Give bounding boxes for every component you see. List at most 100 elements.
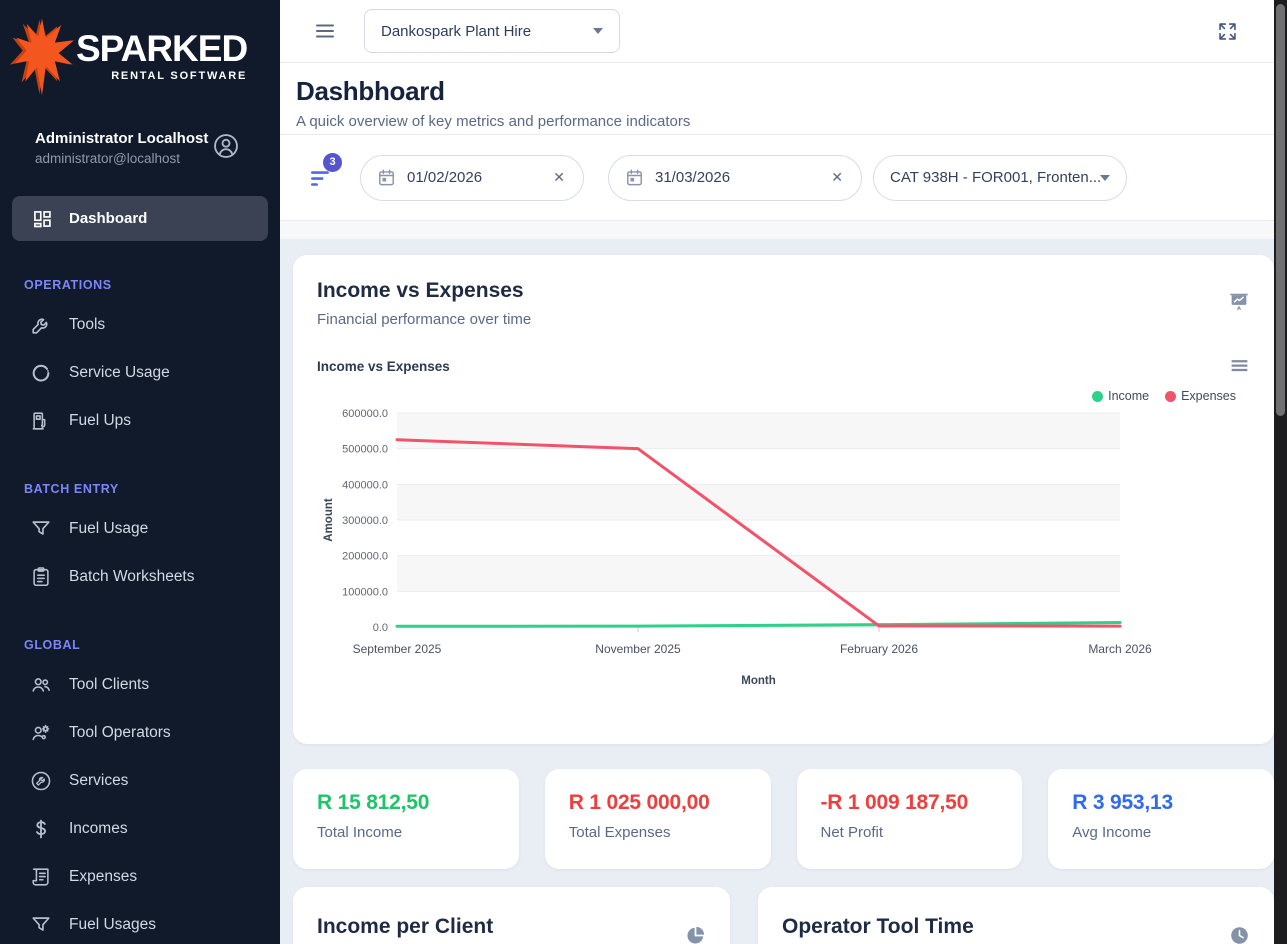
chart-card-title: Income vs Expenses	[317, 279, 524, 302]
plot-band	[397, 484, 1120, 520]
filter-bar: 3 01/02/2026 ✕ 31/03/2026 ✕ C	[280, 135, 1287, 221]
clear-date-from-icon[interactable]: ✕	[553, 169, 565, 185]
page-title: Dashbhoard	[296, 76, 445, 106]
sidebar-section-batch-entry: BATCH ENTRY	[24, 482, 119, 496]
stats-row: R 15 812,50 Total Income R 1 025 000,00 …	[293, 769, 1274, 869]
expenses-dot-icon	[1165, 390, 1177, 402]
y-tick-label: 0.0	[373, 622, 388, 634]
company-selector-value: Dankospark Plant Hire	[381, 22, 532, 40]
sidebar-item-dashboard[interactable]: Dashboard	[12, 196, 268, 241]
plot-band	[397, 591, 1120, 627]
user-name: Administrator Localhost	[35, 130, 209, 147]
sidebar-item-fuel-usages[interactable]: Fuel Usages	[0, 901, 280, 944]
y-tick-label: 400000.0	[342, 479, 388, 491]
sidebar-section-global: GLOBAL	[24, 638, 81, 652]
tool-selector[interactable]: CAT 938H - FOR001, Fronten...	[873, 154, 1127, 201]
receipt-icon	[32, 868, 49, 886]
sidebar-item-incomes[interactable]: Incomes	[0, 805, 280, 853]
income-vs-expenses-line-chart[interactable]: 600000.0 500000.0 400000.0 300000.0 200000.0…	[317, 407, 1164, 691]
funnel-icon	[32, 521, 50, 535]
filter-icon[interactable]: 3	[308, 152, 342, 191]
stat-label: Total Expenses	[568, 824, 671, 841]
wrench-icon	[32, 318, 48, 334]
y-tick-label: 600000.0	[342, 408, 388, 420]
sidebar-item-services[interactable]: Services	[0, 757, 280, 805]
dashboard-grid-icon	[34, 210, 51, 227]
user-info: Administrator Localhost administrator@lo…	[0, 130, 280, 166]
bottom-cards-row: Income per Client Operator Tool Time	[293, 887, 1274, 944]
series-line-income	[395, 621, 1122, 628]
sidebar-item-expenses[interactable]: Expenses	[0, 853, 280, 901]
sidebar-item-fuel-usage[interactable]: Fuel Usage	[0, 505, 280, 553]
brand-name: SPARKED	[76, 28, 248, 69]
calendar-icon	[625, 168, 644, 187]
x-tick-label: September 2025	[353, 642, 442, 656]
legend-expenses[interactable]: Expenses	[1165, 389, 1236, 403]
stat-value: -R 1 009 187,50	[820, 791, 969, 814]
main-area: Dankospark Plant Hire Dashbhoard A quick…	[280, 0, 1287, 944]
income-per-client-card: Income per Client	[293, 887, 730, 944]
income-dot-icon	[1092, 390, 1104, 402]
funnel-icon	[32, 917, 50, 931]
clipboard-icon	[33, 567, 49, 587]
stat-label: Net Profit	[820, 824, 884, 841]
dashboard-content: Income vs Expenses Financial performance…	[280, 239, 1287, 944]
wrench-circle-icon	[31, 771, 51, 791]
scrollbar-thumb[interactable]	[1276, 4, 1285, 416]
legend-income[interactable]: Income	[1092, 389, 1149, 403]
fuel-pump-icon	[32, 412, 46, 430]
y-tick-label: 300000.0	[342, 515, 388, 527]
sidebar-section-operations: OPERATIONS	[24, 278, 112, 292]
loader-icon	[32, 364, 50, 382]
bottom-card-title: Operator Tool Time	[782, 915, 974, 938]
plot-band	[397, 555, 1120, 592]
stat-value: R 1 025 000,00	[568, 791, 710, 814]
page-subtitle: A quick overview of key metrics and perf…	[296, 113, 691, 130]
y-tick-label: 500000.0	[342, 444, 388, 456]
date-from-input[interactable]: 01/02/2026 ✕	[360, 154, 584, 201]
content-divider-strip	[280, 221, 1287, 239]
fullscreen-icon[interactable]	[1217, 21, 1238, 42]
page-scrollbar[interactable]	[1274, 0, 1287, 944]
sidebar-item-tool-clients[interactable]: Tool Clients	[0, 661, 280, 709]
spark-burst-icon	[10, 18, 74, 96]
date-to-input[interactable]: 31/03/2026 ✕	[608, 154, 862, 201]
x-tick-label: February 2026	[840, 642, 918, 656]
bottom-card-title: Income per Client	[317, 915, 494, 938]
date-to-value: 31/03/2026	[655, 169, 731, 186]
clear-date-to-icon[interactable]: ✕	[831, 169, 843, 185]
series-line-expenses	[395, 438, 1122, 628]
sidebar-item-tool-operators[interactable]: Tool Operators	[0, 709, 280, 757]
chart-menu-icon[interactable]	[1229, 356, 1250, 377]
user-avatar-icon[interactable]	[212, 132, 240, 165]
chevron-down-icon	[593, 28, 603, 34]
sidebar-item-fuel-ups[interactable]: Fuel Ups	[0, 397, 280, 445]
sidebar-item-label: Dashboard	[69, 210, 148, 227]
plot-band	[397, 448, 1120, 485]
operator-tool-time-card: Operator Tool Time	[758, 887, 1274, 944]
x-tick-label: November 2025	[595, 642, 681, 656]
stat-card-avg-income: R 3 953,13 Avg Income	[1048, 769, 1274, 869]
company-selector[interactable]: Dankospark Plant Hire	[364, 9, 620, 53]
chart-legend: Income Expenses	[317, 389, 1236, 403]
clock-icon	[1229, 925, 1250, 944]
sidebar-item-batch-worksheets[interactable]: Batch Worksheets	[0, 553, 280, 601]
stat-card-total-expenses: R 1 025 000,00 Total Expenses	[544, 769, 771, 869]
sidebar-item-tools[interactable]: Tools	[0, 301, 280, 349]
y-tick-label: 200000.0	[342, 551, 388, 563]
sidebar-item-service-usage[interactable]: Service Usage	[0, 349, 280, 397]
inner-chart-title: Income vs Expenses	[317, 359, 450, 374]
calendar-icon	[377, 168, 396, 187]
x-tick-label: March 2026	[1088, 642, 1152, 656]
user-gear-icon	[32, 724, 50, 741]
sidebar-toggle-menu-icon[interactable]	[313, 19, 337, 43]
income-vs-expenses-card: Income vs Expenses Financial performance…	[293, 255, 1274, 744]
user-email: administrator@localhost	[35, 151, 181, 166]
filter-count-badge: 3	[323, 152, 342, 172]
chart-card-subtitle: Financial performance over time	[317, 311, 532, 328]
stat-label: Total Income	[317, 824, 403, 841]
page-header: Dashbhoard A quick overview of key metri…	[280, 63, 1287, 135]
y-axis-title: Amount	[323, 498, 335, 542]
stat-card-total-income: R 15 812,50 Total Income	[293, 769, 519, 869]
sidebar: SPARKED RENTAL SOFTWARE Administrator Lo…	[0, 0, 280, 944]
